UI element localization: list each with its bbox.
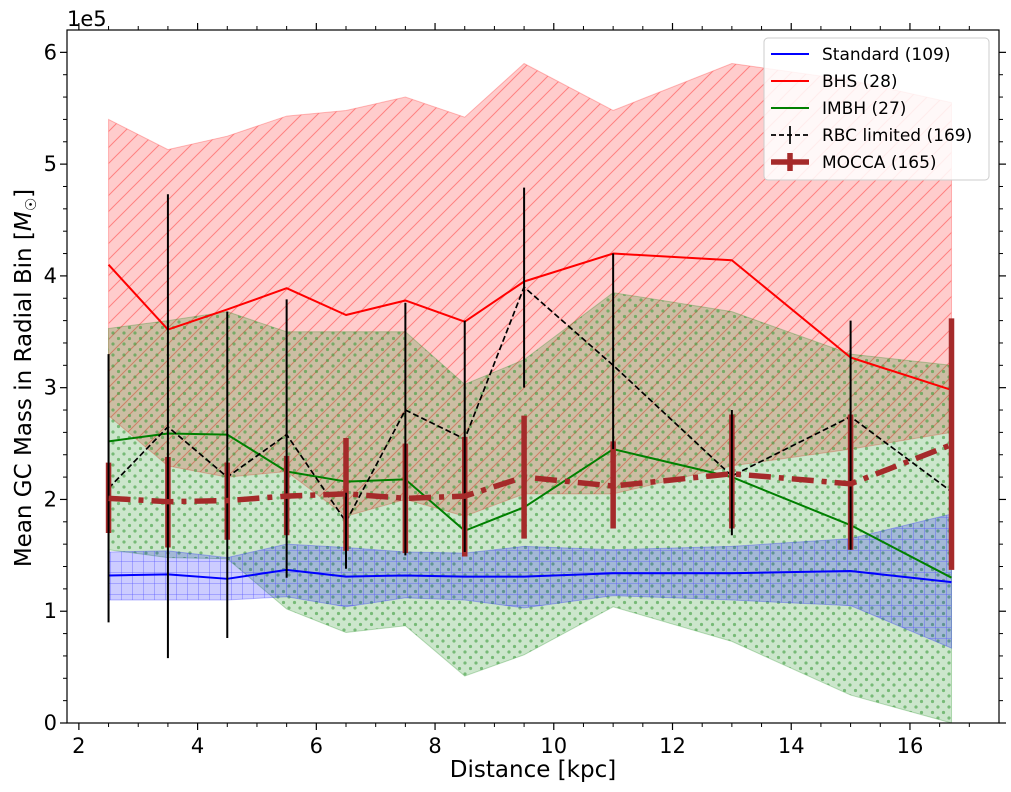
- x-tick-label: 12: [659, 734, 686, 758]
- y-axis-label-close: ]: [11, 189, 37, 198]
- mocca-line: [108, 442, 953, 505]
- imbh-band-hatch: [108, 292, 952, 723]
- standard-line: [108, 568, 952, 584]
- x-tick-label: 2: [72, 734, 85, 758]
- plot-frame: [66, 29, 1000, 724]
- legend: Standard (109) BHS (28) IMBH (27) RBC limit…: [763, 37, 990, 181]
- x-tick-label: 4: [191, 734, 204, 758]
- y-tick-label: 4: [44, 264, 57, 288]
- legend-bhs-label: BHS (28): [822, 72, 898, 92]
- y-tick-label: 2: [44, 487, 57, 511]
- y-tick-label: 3: [44, 376, 57, 400]
- x-tick-label: 14: [778, 734, 805, 758]
- x-tick-label: 16: [897, 734, 924, 758]
- x-axis-label: Distance [kpc]: [450, 757, 616, 783]
- y-tick-label: 5: [44, 152, 57, 176]
- bhs-line: [107, 252, 952, 391]
- x-axis-ticks: 2 4 6 8 10 12 14 16: [72, 23, 970, 758]
- legend-mocca-label: MOCCA (165): [822, 153, 937, 173]
- x-tick-label: 8: [428, 734, 441, 758]
- y-axis-label-symbol: M: [11, 211, 37, 231]
- x-tick-label: 10: [540, 734, 567, 758]
- legend-standard-label: Standard (109): [822, 45, 950, 65]
- imbh-line: [108, 432, 952, 579]
- legend-imbh-label: IMBH (27): [822, 99, 906, 119]
- y-axis-label: Mean GC Mass in Radial Bin [M☉]: [11, 189, 40, 567]
- confidence-bands: [108, 62, 953, 723]
- y-tick-label: 6: [44, 40, 57, 64]
- offset-text: 1e5: [67, 7, 107, 31]
- legend-box: [763, 37, 990, 181]
- x-tick-label: 6: [310, 734, 323, 758]
- standard-band-hatch: [108, 513, 952, 649]
- y-axis-ticks: 0 1 2 3 4 5 6: [44, 40, 1006, 735]
- y-axis-label-sub: ☉: [22, 198, 40, 211]
- legend-rbc-limited-label: RBC limited (169): [822, 126, 972, 146]
- rbc-limited-line: [107, 286, 953, 523]
- y-axis-label-main: Mean GC Mass in Radial Bin [: [11, 231, 37, 567]
- y-tick-label: 0: [44, 711, 57, 735]
- error-bars: [107, 187, 953, 659]
- y-tick-label: 1: [44, 599, 57, 623]
